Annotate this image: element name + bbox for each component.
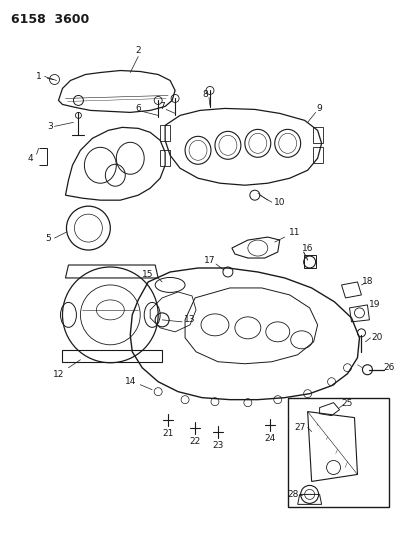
Text: 21: 21 <box>162 429 174 438</box>
Text: 28: 28 <box>287 490 298 499</box>
Text: 3: 3 <box>48 122 53 131</box>
Text: 6: 6 <box>135 104 141 113</box>
Text: 14: 14 <box>124 377 136 386</box>
Text: 8: 8 <box>202 90 208 99</box>
Text: 23: 23 <box>212 441 224 450</box>
Text: 5: 5 <box>46 233 51 243</box>
Text: 15: 15 <box>142 270 154 279</box>
Text: 22: 22 <box>189 437 201 446</box>
Text: 4: 4 <box>28 154 33 163</box>
Text: 27: 27 <box>294 423 305 432</box>
Text: 11: 11 <box>289 228 300 237</box>
Text: 10: 10 <box>274 198 286 207</box>
Text: 25: 25 <box>342 399 353 408</box>
Text: 20: 20 <box>372 333 383 342</box>
Bar <box>288 398 389 507</box>
Text: 2: 2 <box>135 46 141 55</box>
Text: 9: 9 <box>317 104 322 113</box>
Text: 19: 19 <box>369 301 380 309</box>
Text: 13: 13 <box>184 316 196 325</box>
Text: 24: 24 <box>264 434 275 443</box>
Text: 1: 1 <box>35 72 42 81</box>
Text: 12: 12 <box>53 370 64 379</box>
Text: 18: 18 <box>361 278 373 286</box>
Text: 7: 7 <box>159 102 165 111</box>
Text: 26: 26 <box>384 363 395 372</box>
Text: 17: 17 <box>204 255 216 264</box>
Text: 6158  3600: 6158 3600 <box>11 13 89 26</box>
Text: 16: 16 <box>302 244 313 253</box>
